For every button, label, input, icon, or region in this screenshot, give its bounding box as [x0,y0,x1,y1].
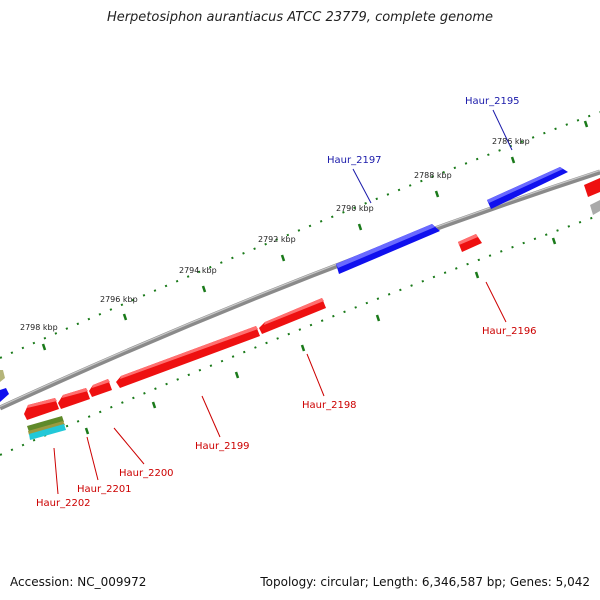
scale-label-2794: 2794 kbp [179,266,217,275]
gene-haur-2201[interactable] [58,388,90,409]
gene-haur-2200[interactable] [89,379,112,397]
gene-haur-2195[interactable] [487,167,568,209]
label-haur-2197: Haur_2197 [327,155,382,166]
label-haur-2201: Haur_2201 [77,484,132,495]
gene-haur-2197[interactable] [336,224,440,274]
scale-label-2796: 2796 kbp [100,295,138,304]
gene-haur-2196[interactable] [458,234,482,252]
map-title: Herpetosiphon aurantiacus ATCC 23779, co… [106,10,494,25]
genome-summary-text: Topology: circular; Length: 6,346,587 bp… [260,575,590,589]
genome-backbone-highlight [0,169,600,408]
label-haur-2200: Haur_2200 [119,468,174,479]
scale-label-2788: 2788 kbp [414,171,452,180]
label-leaders [53,109,513,495]
scale-label-2786: 2786 kbp [492,137,530,146]
gene-haur-2198[interactable] [259,298,326,334]
gene-haur-2199[interactable] [116,326,260,388]
scale-label-2792: 2792 kbp [258,235,296,244]
gene-right-edge-reverse[interactable] [584,178,600,197]
label-haur-2199: Haur_2199 [195,441,250,452]
scale-label-2790: 2790 kbp [336,204,374,213]
label-haur-2196: Haur_2196 [482,326,537,337]
label-haur-2198: Haur_2198 [302,400,357,411]
gene-left-edge-olive[interactable] [0,370,5,382]
accession-text: Accession: NC_009972 [10,575,147,589]
genome-backbone [0,169,600,411]
label-haur-2202: Haur_2202 [36,498,91,509]
major-ticks-inner [84,237,557,435]
scale-label-2798: 2798 kbp [20,323,58,332]
label-haur-2195: Haur_2195 [465,96,520,107]
gene-right-edge-grey[interactable] [590,200,600,215]
major-ticks-outer [41,120,589,351]
gene-haur-2202[interactable] [24,398,59,420]
feature-stack[interactable] [27,416,66,440]
gene-left-edge-forward[interactable] [0,388,9,402]
outer-tick-ring [0,111,600,359]
